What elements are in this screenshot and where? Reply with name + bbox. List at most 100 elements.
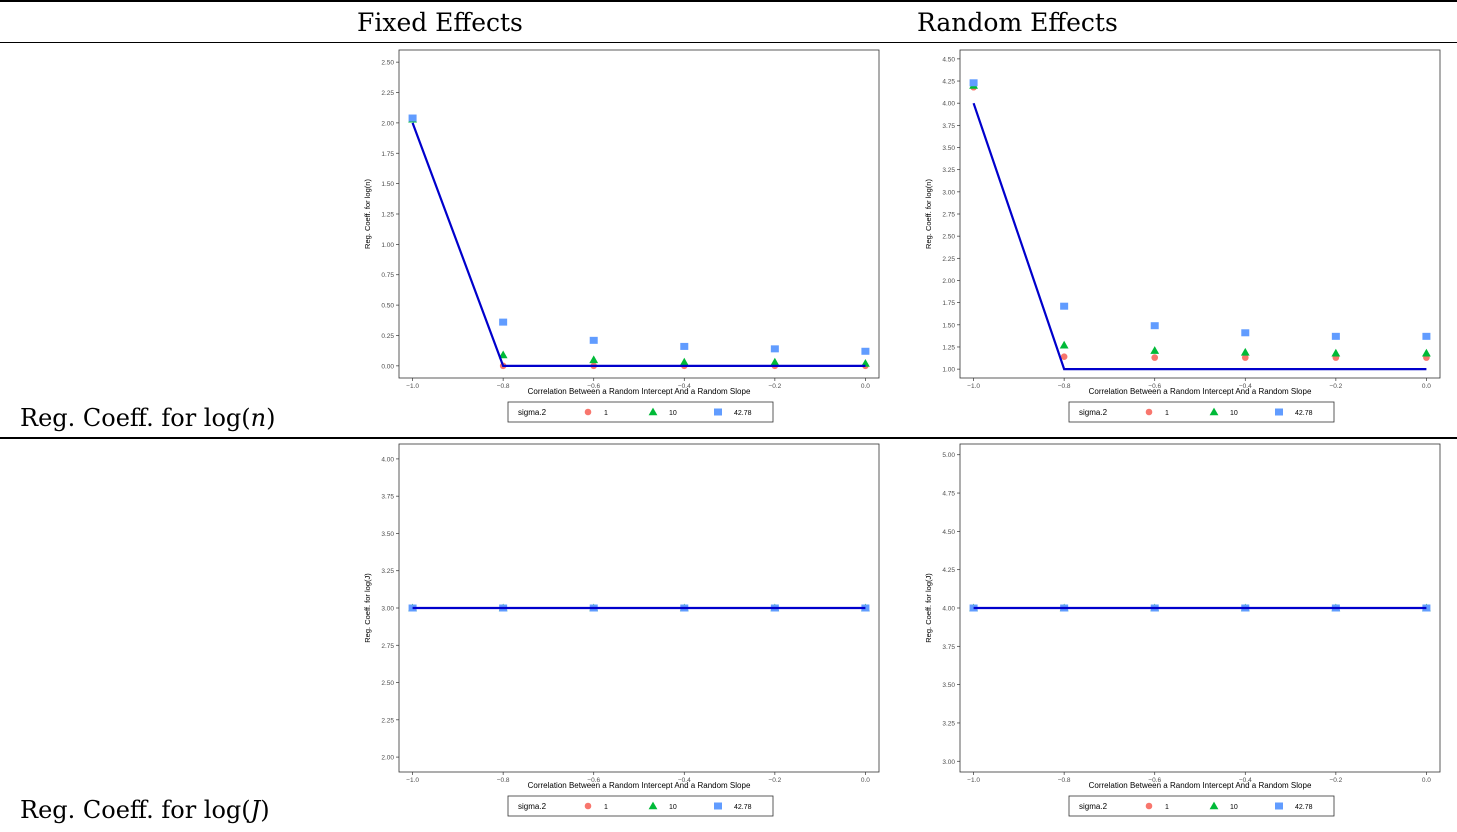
y-tick-label: 3.50 [381,531,394,538]
x-axis-title: Correlation Between a Random Intercept A… [528,387,751,396]
legend-key-square [1275,802,1283,810]
header-rule [0,42,1457,43]
y-axis-title: Reg. Coeff. for log(n) [924,179,933,249]
y-axis-title: Reg. Coeff. for log(J) [363,573,372,643]
point-square-sigma-42.78 [499,318,508,326]
y-tick-label: 2.00 [381,755,394,762]
x-tick-label: −0.6 [1148,383,1161,390]
y-tick-label: 2.25 [942,256,955,263]
x-tick-label: −1.0 [406,777,419,784]
legend-key-circle [584,408,592,416]
legend-key-triangle [648,801,658,810]
y-tick-label: 0.00 [381,363,394,370]
legend-label: 42.78 [1295,410,1313,417]
x-tick-label: −1.0 [406,383,419,390]
y-tick-label: 4.00 [381,456,394,463]
legend-label: 10 [1230,410,1238,417]
x-tick-label: −0.8 [1058,777,1071,784]
y-tick-label: 2.00 [942,278,955,285]
header-fixed-effects: Fixed Effects [357,8,523,37]
point-triangle-sigma-10 [589,355,599,364]
point-triangle-sigma-10 [1059,340,1069,349]
x-tick-label: 0.0 [1422,777,1431,784]
plot-panel [959,49,1441,379]
chart-random-effects-log-n: 1.00 1.25 1.50 1.75 2.00 2.25 2.50 2.75 3.00 3.25… [924,49,1441,423]
y-tick-label: 1.25 [381,212,394,219]
legend-label: 1 [1165,804,1169,811]
x-axis-title: Correlation Between a Random Intercept A… [1089,387,1312,396]
point-triangle-sigma-10 [679,357,689,366]
point-triangle-sigma-10 [1422,348,1431,357]
x-tick-label: −0.6 [587,383,600,390]
x-tick-label: −0.4 [678,383,691,390]
x-tick-label: 0.0 [861,383,870,390]
point-circle-sigma-1 [1241,354,1249,361]
legend-label: 1 [604,410,608,417]
x-tick-label: −0.2 [1329,777,1342,784]
legend-box [1068,401,1335,423]
x-tick-label: −0.8 [1058,383,1071,390]
legend-label: 42.78 [734,804,752,811]
y-tick-label: 4.00 [942,606,955,613]
legend-title: sigma.2 [1079,408,1108,417]
y-tick-label: 2.50 [942,234,955,241]
y-tick-label: 2.50 [381,680,394,687]
legend-key-triangle [1209,407,1219,416]
point-square-sigma-42.78 [770,345,779,353]
legend-label: 42.78 [734,410,752,417]
y-tick-label: 0.75 [381,272,394,279]
row-label-log-j: Reg. Coeff. for log(J) [20,796,270,824]
x-tick-label: −0.4 [678,777,691,784]
legend-title: sigma.2 [518,802,547,811]
chart-fixed-effects-log-j: 2.00 2.25 2.50 2.75 3.00 3.25 3.50 3.75 4.00 −1.0… [363,443,880,817]
point-circle-sigma-1 [1151,354,1159,361]
legend-label: 10 [1230,804,1238,811]
y-tick-label: 5.00 [942,452,955,459]
y-tick-label: 3.25 [942,720,955,727]
x-tick-label: −0.4 [1239,383,1252,390]
y-tick-label: 4.75 [942,491,955,498]
y-tick-label: 1.00 [381,242,394,249]
row-label-log-n: Reg. Coeff. for log(n) [20,404,276,432]
y-tick-label: 4.00 [942,101,955,108]
x-tick-label: −1.0 [967,777,980,784]
chart-fixed-effects-log-n: 0.00 0.25 0.50 0.75 1.00 1.25 1.50 1.75 2.00 2.25… [363,49,880,423]
x-tick-label: −0.6 [587,777,600,784]
legend-key-circle [1145,408,1153,416]
point-triangle-sigma-10 [1331,348,1341,357]
point-triangle-sigma-10 [1240,347,1250,356]
point-triangle-sigma-10 [498,350,508,359]
legend-key-triangle [648,407,658,416]
legend-box [1068,795,1335,817]
point-square-sigma-42.78 [1241,329,1250,337]
y-tick-label: 3.00 [381,606,394,613]
legend-title: sigma.2 [1079,802,1108,811]
y-tick-label: 1.50 [942,322,955,329]
x-axis-title: Correlation Between a Random Intercept A… [1089,781,1312,790]
plot-panel [398,49,880,379]
x-tick-label: −0.6 [1148,777,1161,784]
x-axis-title: Correlation Between a Random Intercept A… [528,781,751,790]
x-tick-label: −1.0 [967,383,980,390]
point-square-sigma-42.78 [408,604,417,612]
y-tick-label: 2.25 [381,90,394,97]
point-square-sigma-42.78 [1150,322,1159,330]
x-tick-label: 0.0 [861,777,870,784]
y-tick-label: 2.75 [942,212,955,219]
point-circle-sigma-1 [1060,353,1068,361]
y-tick-label: 3.00 [942,189,955,196]
y-tick-label: 3.75 [942,123,955,130]
y-tick-label: 1.25 [942,344,955,351]
y-tick-label: 3.50 [942,145,955,152]
y-tick-label: 3.75 [942,644,955,651]
legend-title: sigma.2 [518,408,547,417]
legend-key-square [714,408,722,416]
point-square-sigma-42.78 [680,342,689,350]
y-tick-label: 0.25 [381,333,394,340]
true-value-line [411,122,866,367]
legend-box [507,401,774,423]
y-tick-label: 1.00 [942,367,955,374]
x-tick-label: −0.8 [497,777,510,784]
point-square-sigma-42.78 [969,79,978,87]
x-tick-label: 0.0 [1422,383,1431,390]
